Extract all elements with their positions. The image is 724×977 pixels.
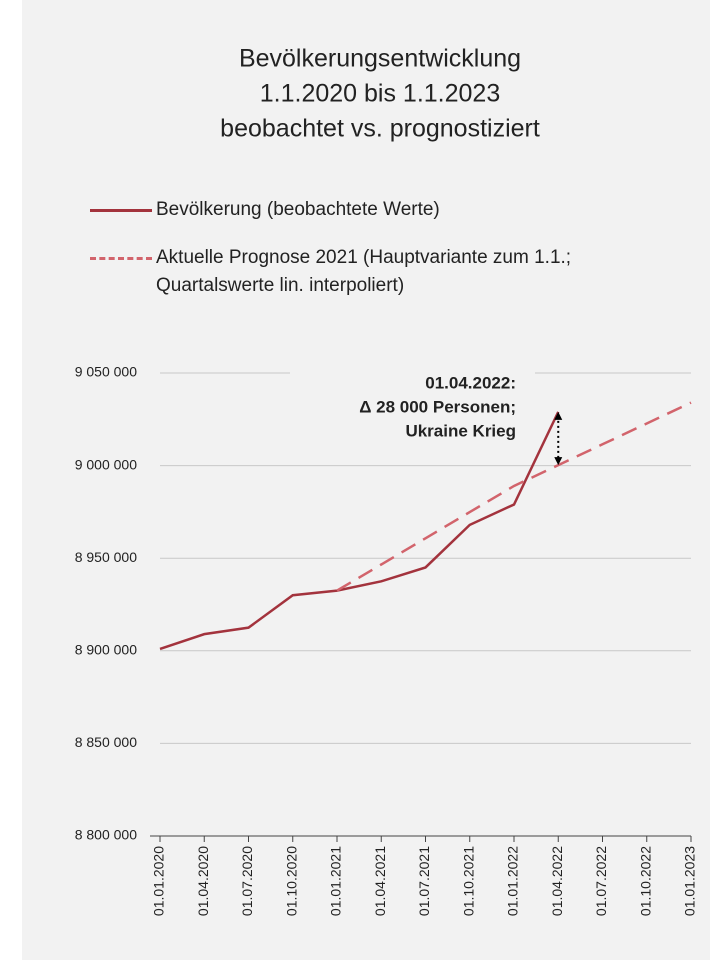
y-tick-label: 8 850 000 (75, 734, 137, 750)
annotation: 01.04.2022: (425, 373, 516, 392)
legend-entry: Bevölkerung (beobachtete Werte) (90, 196, 690, 224)
annotation: Δ 28 000 Personen; (359, 397, 516, 416)
chart-title: 1.1.2020 bis 1.1.2023 (260, 80, 500, 108)
x-tick-label: 01.07.2020 (239, 846, 255, 916)
y-tick-label: 9 000 000 (75, 456, 137, 472)
annotation-background (290, 360, 535, 450)
legend-swatch (90, 209, 152, 212)
x-tick-label: 01.01.2020 (151, 846, 167, 916)
x-tick-label: 01.07.2021 (416, 846, 432, 916)
annotation: Ukraine Krieg (405, 421, 516, 440)
y-tick-label: 9 050 000 (75, 364, 137, 380)
series-line (159, 411, 560, 651)
x-tick-label: 01.01.2023 (682, 846, 698, 916)
x-tick-label: 01.10.2021 (460, 846, 476, 916)
legend-entry: Aktuelle Prognose 2021 (Hauptvariante zu… (90, 244, 690, 300)
chart-title: beobachtet vs. prognostiziert (220, 115, 540, 143)
x-tick-label: 01.04.2022 (549, 846, 565, 916)
x-tick-label: 01.04.2021 (372, 846, 388, 916)
legend: Bevölkerung (beobachtete Werte) Aktuelle … (90, 196, 690, 320)
series-line (336, 401, 692, 592)
y-tick-label: 8 900 000 (75, 642, 137, 658)
legend-label: Bevölkerung (beobachtete Werte) (156, 199, 440, 220)
x-tick-label: 01.01.2021 (328, 846, 344, 916)
x-tick-label: 01.01.2022 (505, 846, 521, 916)
chart-background (22, 0, 710, 960)
x-tick-label: 01.04.2020 (195, 846, 211, 916)
y-tick-label: 8 950 000 (75, 549, 137, 565)
legend-label: Aktuelle Prognose 2021 (Hauptvariante zu… (156, 247, 572, 296)
x-tick-label: 01.07.2022 (593, 846, 609, 916)
x-tick-label: 01.10.2020 (283, 846, 299, 916)
y-tick-label: 8 800 000 (75, 827, 137, 843)
x-tick-label: 01.10.2022 (637, 846, 653, 916)
chart-title: Bevölkerungsentwicklung (239, 45, 521, 73)
legend-swatch (90, 257, 152, 260)
